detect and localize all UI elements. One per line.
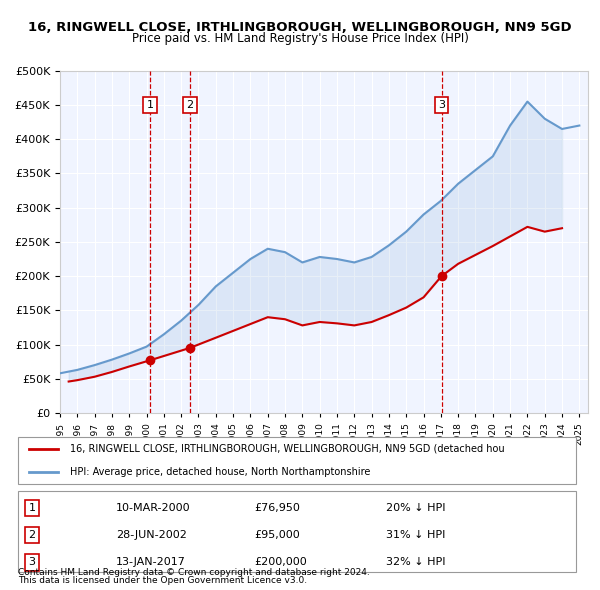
FancyBboxPatch shape (18, 437, 577, 484)
Text: 31% ↓ HPI: 31% ↓ HPI (386, 530, 446, 540)
Text: 10-MAR-2000: 10-MAR-2000 (116, 503, 190, 513)
Text: 1: 1 (146, 100, 154, 110)
Text: 13-JAN-2017: 13-JAN-2017 (116, 558, 185, 568)
Text: 20% ↓ HPI: 20% ↓ HPI (386, 503, 446, 513)
Text: Contains HM Land Registry data © Crown copyright and database right 2024.: Contains HM Land Registry data © Crown c… (18, 568, 370, 577)
Text: £200,000: £200,000 (254, 558, 307, 568)
Text: This data is licensed under the Open Government Licence v3.0.: This data is licensed under the Open Gov… (18, 576, 307, 585)
Text: 3: 3 (438, 100, 445, 110)
Text: 32% ↓ HPI: 32% ↓ HPI (386, 558, 446, 568)
Text: 2: 2 (29, 530, 36, 540)
FancyBboxPatch shape (18, 491, 577, 572)
Text: £95,000: £95,000 (254, 530, 299, 540)
Text: Price paid vs. HM Land Registry's House Price Index (HPI): Price paid vs. HM Land Registry's House … (131, 32, 469, 45)
Text: 3: 3 (29, 558, 35, 568)
Text: £76,950: £76,950 (254, 503, 300, 513)
Text: 16, RINGWELL CLOSE, IRTHLINGBOROUGH, WELLINGBOROUGH, NN9 5GD: 16, RINGWELL CLOSE, IRTHLINGBOROUGH, WEL… (28, 21, 572, 34)
Text: 16, RINGWELL CLOSE, IRTHLINGBOROUGH, WELLINGBOROUGH, NN9 5GD (detached hou: 16, RINGWELL CLOSE, IRTHLINGBOROUGH, WEL… (70, 444, 504, 454)
Text: HPI: Average price, detached house, North Northamptonshire: HPI: Average price, detached house, Nort… (70, 467, 370, 477)
Text: 1: 1 (29, 503, 35, 513)
Text: 28-JUN-2002: 28-JUN-2002 (116, 530, 187, 540)
Text: 2: 2 (186, 100, 193, 110)
